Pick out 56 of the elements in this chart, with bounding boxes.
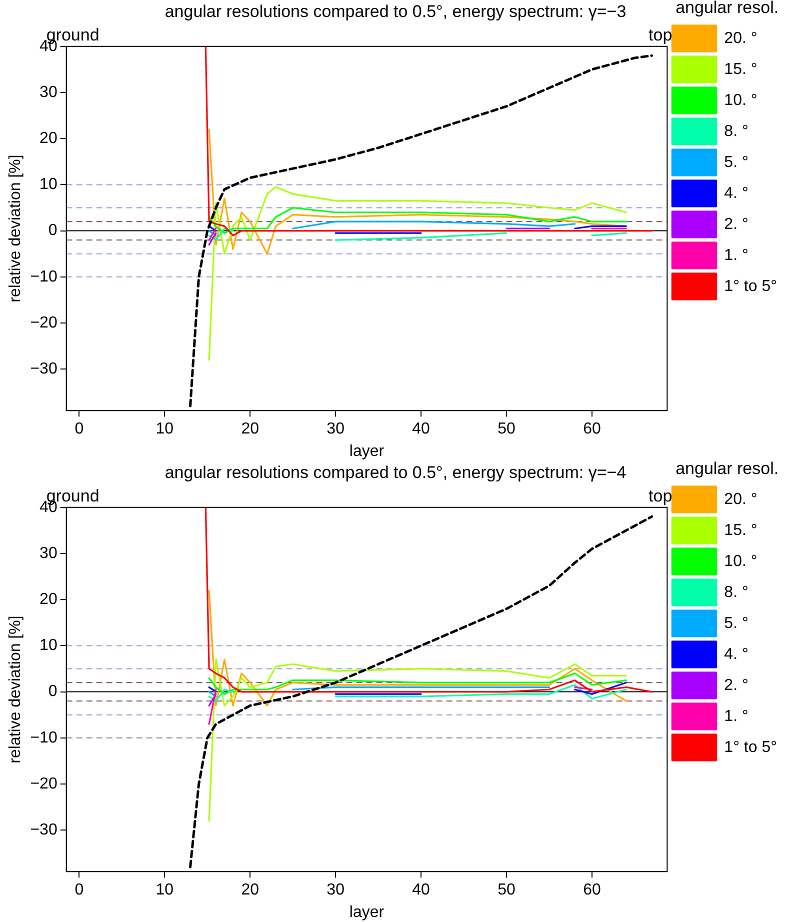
y-tick-label: 20	[40, 591, 58, 608]
x-tick-label: 10	[156, 420, 174, 438]
legend-label: 5. °	[724, 614, 748, 632]
x-tick-label: 40	[412, 882, 430, 899]
x-tick-label: 50	[498, 420, 516, 438]
text: top	[648, 26, 672, 45]
legend-title: angular resol.	[676, 0, 779, 18]
legend-label: 4. °	[724, 184, 748, 202]
y-tick-label: −20	[30, 775, 58, 792]
y-tick-label: 10	[40, 176, 58, 194]
legend-label: 5. °	[724, 154, 748, 171]
legend-label: 8. °	[724, 122, 748, 140]
y-tick-label: 10	[40, 637, 58, 654]
legend-label: 2. °	[724, 216, 748, 233]
legend-label: 15. °	[724, 60, 758, 78]
legend-label: 1° to 5°	[724, 738, 777, 756]
legend-label: 8. °	[724, 584, 748, 601]
y-tick-label: −10	[30, 268, 58, 286]
legend-label: 2. °	[724, 676, 748, 694]
x-tick-label: 0	[74, 882, 84, 899]
chart-title: angular resolutions compared to 0.5°, energy spectrum: γ=−3	[164, 2, 626, 21]
text: top	[648, 486, 672, 506]
y-tick-label: −10	[30, 729, 58, 746]
legend-label: 4. °	[724, 646, 748, 663]
legend-title: angular resol.	[676, 459, 779, 478]
y-axis-title: relative deviation [%]	[7, 616, 24, 764]
x-tick-label: 0	[74, 420, 84, 438]
x-tick-label: 60	[583, 882, 601, 899]
y-tick-label: −30	[30, 360, 58, 378]
legend-label: 20. °	[724, 30, 758, 47]
legend-label: 1. °	[724, 246, 748, 264]
y-axis-title: relative deviation [%]	[7, 154, 24, 302]
y-tick-label: 0	[48, 222, 58, 240]
y-tick-label: 30	[40, 544, 58, 562]
x-tick-label: 60	[583, 420, 601, 438]
x-tick-label: 30	[326, 882, 345, 899]
x-tick-label: 50	[498, 882, 516, 899]
x-tick-label: 20	[241, 882, 260, 899]
chart-title: angular resolutions compared to 0.5°, energy spectrum: γ=−4	[164, 462, 626, 482]
y-tick-label: 0	[48, 683, 58, 700]
x-tick-label: 40	[412, 420, 430, 438]
x-axis-title: layer	[349, 442, 385, 460]
legend-label: 15. °	[724, 522, 758, 539]
x-tick-label: 20	[241, 420, 260, 438]
x-tick-label: 10	[156, 882, 174, 899]
y-tick-label: 30	[40, 84, 58, 101]
y-tick-label: 20	[40, 130, 58, 148]
y-tick-label: −20	[30, 314, 58, 332]
legend-label: 1° to 5°	[724, 278, 777, 295]
y-tick-label: −30	[30, 822, 58, 839]
legend-label: 20. °	[724, 490, 758, 508]
x-tick-label: 30	[326, 420, 345, 438]
x-axis-title: layer	[349, 904, 385, 921]
legend-label: 10. °	[724, 552, 758, 570]
legend-label: 10. °	[724, 92, 758, 109]
legend-label: 1. °	[724, 708, 748, 725]
